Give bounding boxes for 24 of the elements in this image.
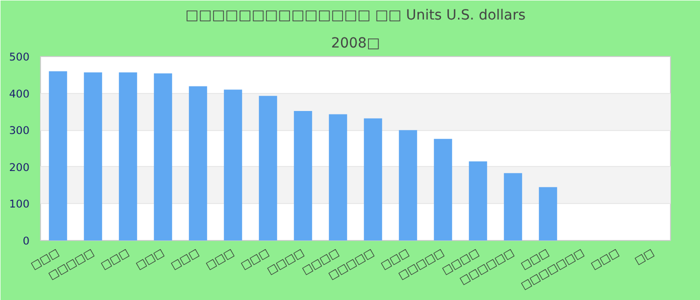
bar <box>154 73 172 240</box>
bar <box>48 71 68 240</box>
y-tick-label: 400 <box>9 87 30 100</box>
chart-title: □□□□□□□□□□□□□□ □□ Units U.S. dollars <box>185 8 526 24</box>
chart-subtitle: 2008□ <box>331 36 380 52</box>
bar <box>224 90 242 240</box>
bar <box>258 96 278 240</box>
bar <box>364 118 382 240</box>
bar <box>434 138 452 240</box>
bar <box>294 110 312 240</box>
bar <box>538 187 558 240</box>
bar <box>188 86 208 240</box>
bar <box>328 114 348 240</box>
y-tick-label: 200 <box>9 160 30 174</box>
y-tick-label: 100 <box>9 198 30 211</box>
y-tick-label: 500 <box>9 50 30 64</box>
x-tick-label: □□ <box>632 246 656 268</box>
bar <box>84 72 102 240</box>
bar <box>398 130 418 240</box>
y-tick-label: 0 <box>22 234 30 248</box>
bar <box>118 72 138 240</box>
bar <box>468 161 488 240</box>
y-tick-label: 300 <box>9 124 30 138</box>
bar <box>504 173 522 240</box>
